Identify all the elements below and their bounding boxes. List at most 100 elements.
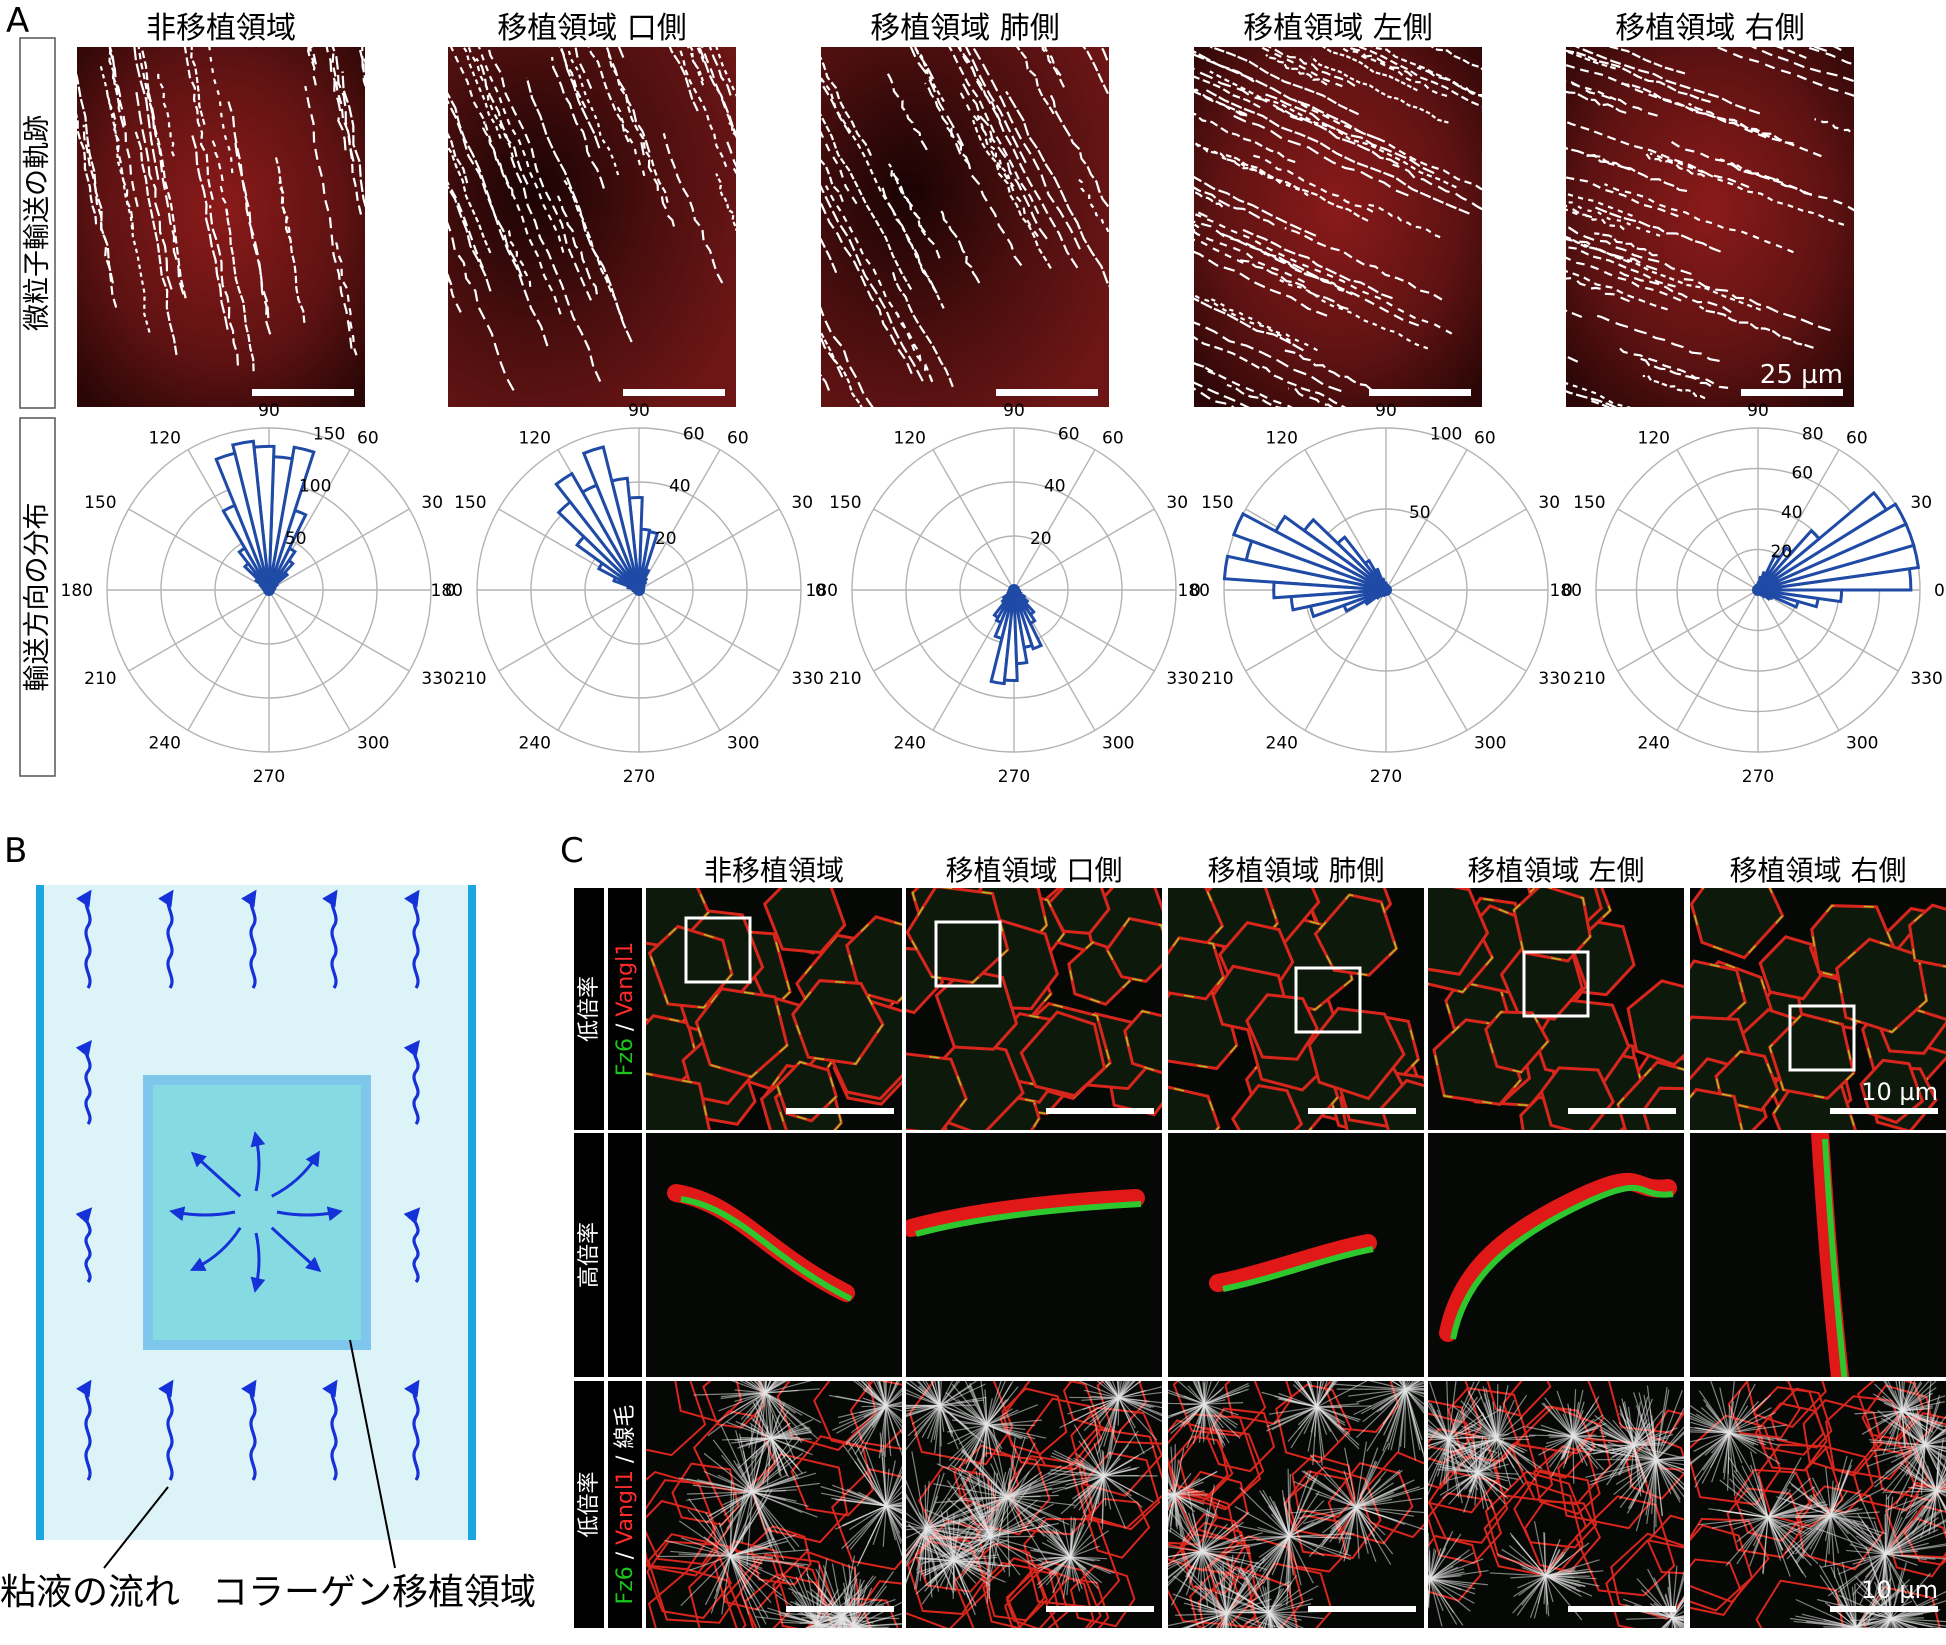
panel-a-row1-label-box: 微粒子輸送の軌跡 bbox=[19, 37, 56, 409]
flow-arrow bbox=[158, 889, 174, 989]
scale-bar bbox=[1046, 1606, 1154, 1612]
polar-ring-label: 20 bbox=[1770, 542, 1792, 562]
cell-boundary bbox=[1004, 1566, 1095, 1628]
cilia-tuft bbox=[1168, 1484, 1268, 1620]
scale-bar-label: 25 µm bbox=[1760, 360, 1843, 390]
fz6-signal bbox=[1168, 937, 1225, 1000]
polar-angle-label: 150 bbox=[829, 493, 861, 513]
polar-spoke bbox=[268, 589, 410, 672]
polar-ring-label: 40 bbox=[1781, 503, 1803, 523]
fz6-signal bbox=[1484, 1011, 1550, 1074]
polar-angle-label: 330 bbox=[1910, 669, 1942, 689]
cilia-tuft bbox=[1168, 1381, 1250, 1449]
cilia-tuft bbox=[907, 1510, 1011, 1616]
cell-boundary bbox=[934, 967, 1019, 1051]
polar-ring-label: 100 bbox=[1430, 425, 1462, 445]
polar-angle-label: 330 bbox=[421, 669, 453, 689]
polar-angle-label: 120 bbox=[519, 429, 551, 449]
cell-boundary bbox=[1605, 1539, 1684, 1628]
vangl1-signal bbox=[906, 1189, 1145, 1237]
graft-outflow-arrow bbox=[276, 1206, 343, 1222]
polar-bar bbox=[267, 445, 316, 591]
polar-angle-label: 30 bbox=[1910, 493, 1932, 513]
fluorescence-image bbox=[1428, 1133, 1684, 1377]
panel-a-column-header: 非移植領域 bbox=[146, 11, 296, 46]
cell-boundary bbox=[674, 1381, 743, 1423]
cilia-tuft bbox=[1442, 1384, 1543, 1487]
cell-boundary bbox=[1313, 893, 1399, 977]
polar-angle-label: 120 bbox=[894, 429, 926, 449]
cell-boundary bbox=[646, 1381, 707, 1457]
stain-label-part: / bbox=[613, 1449, 638, 1470]
cell-boundary bbox=[762, 888, 847, 955]
magnification-label: 低倍率 bbox=[577, 1471, 602, 1537]
cell-boundary bbox=[1727, 1381, 1801, 1439]
scale-bar bbox=[1830, 1606, 1938, 1612]
graft-outflow-arrow bbox=[169, 1206, 236, 1222]
trajectory-image bbox=[448, 47, 736, 407]
cell-boundary bbox=[1492, 1442, 1554, 1501]
polar-angle-label: 90 bbox=[628, 401, 650, 421]
graft-outflow-arrow bbox=[271, 1150, 320, 1198]
polar-angle-label: 0 bbox=[1562, 581, 1573, 601]
panel-c-column-header: 移植領域 左側 bbox=[1468, 854, 1645, 887]
fz6-signal bbox=[1822, 1138, 1848, 1377]
scale-bar bbox=[1741, 389, 1843, 396]
polar-angle-label: 240 bbox=[1638, 733, 1670, 753]
cell-boundary bbox=[1907, 903, 1946, 969]
polar-ring-label: 40 bbox=[669, 477, 691, 497]
polar-spoke bbox=[638, 508, 780, 591]
panel-a-column-headers: 非移植領域 移植領域 口側 移植領域 肺側 移植領域 左側 移植領域 右側 bbox=[146, 11, 1805, 46]
stain-label-part: / bbox=[613, 1545, 638, 1566]
fz6-signal bbox=[1768, 1013, 1855, 1100]
panel-b-diagram bbox=[36, 885, 476, 1540]
panel-c-column-header: 移植領域 右側 bbox=[1730, 854, 1907, 887]
polar-angle-label: 60 bbox=[1474, 429, 1496, 449]
polar-spoke bbox=[187, 589, 270, 731]
polar-ring-label: 60 bbox=[1791, 464, 1813, 484]
cell-boundary bbox=[1428, 1492, 1503, 1565]
cell-boundary bbox=[1646, 1514, 1684, 1575]
panel-a-polar-histograms: 0306090120150180210240270300330501001500… bbox=[61, 401, 1945, 787]
vangl1-signal bbox=[1811, 1133, 1849, 1377]
cell-boundary bbox=[845, 915, 902, 1005]
polar-angle-label: 180 bbox=[806, 581, 838, 601]
polar-angle-label: 30 bbox=[1166, 493, 1188, 513]
polar-spoke bbox=[128, 508, 270, 591]
polar-spoke bbox=[873, 589, 1015, 672]
panel-a-row2-label: 輸送方向の分布 bbox=[22, 503, 53, 692]
cilia-tuft bbox=[1168, 1546, 1291, 1628]
cell-boundary bbox=[1205, 1407, 1276, 1473]
panel-c-column-header: 移植領域 口側 bbox=[946, 854, 1123, 887]
polar-spoke bbox=[498, 589, 640, 672]
polar-angle-label: 90 bbox=[1747, 401, 1769, 421]
polar-bars bbox=[989, 588, 1044, 686]
cilia-tuft bbox=[1435, 1433, 1519, 1513]
polar-angle-label: 300 bbox=[1102, 733, 1134, 753]
flow-arrow bbox=[404, 1379, 420, 1481]
polar-spoke bbox=[1013, 589, 1155, 672]
cell-boundary bbox=[906, 1052, 968, 1130]
panel-a-trajectory-images: 25 µm bbox=[77, 47, 1854, 407]
scale-bar bbox=[252, 389, 354, 396]
cell-boundary bbox=[1690, 888, 1785, 960]
polar-angle-label: 0 bbox=[815, 581, 826, 601]
trajectory-image bbox=[1194, 47, 1482, 407]
particle-tracks bbox=[821, 47, 1109, 407]
polar-angle-label: 30 bbox=[421, 493, 443, 513]
scale-bar bbox=[1308, 1108, 1416, 1114]
polar-histogram: 0 30 60 90 120 150 180 210 240 270 300 330 20 40 60 bbox=[431, 401, 826, 787]
trajectory-image bbox=[77, 47, 365, 407]
polar-bars bbox=[554, 445, 660, 594]
polar-ring bbox=[106, 427, 432, 753]
cell-boundary bbox=[1486, 1381, 1552, 1418]
polar-angle-label: 0 bbox=[445, 581, 456, 601]
flow-arrow bbox=[241, 889, 257, 989]
cilia-tuft bbox=[657, 1477, 809, 1628]
fluorescence-image bbox=[646, 1133, 902, 1377]
scale-bar bbox=[1046, 1108, 1154, 1114]
polar-spoke bbox=[557, 589, 640, 731]
stain-label-bar bbox=[608, 1133, 642, 1377]
cilia-tuft bbox=[1222, 1468, 1355, 1606]
polar-angle-label: 60 bbox=[727, 429, 749, 449]
